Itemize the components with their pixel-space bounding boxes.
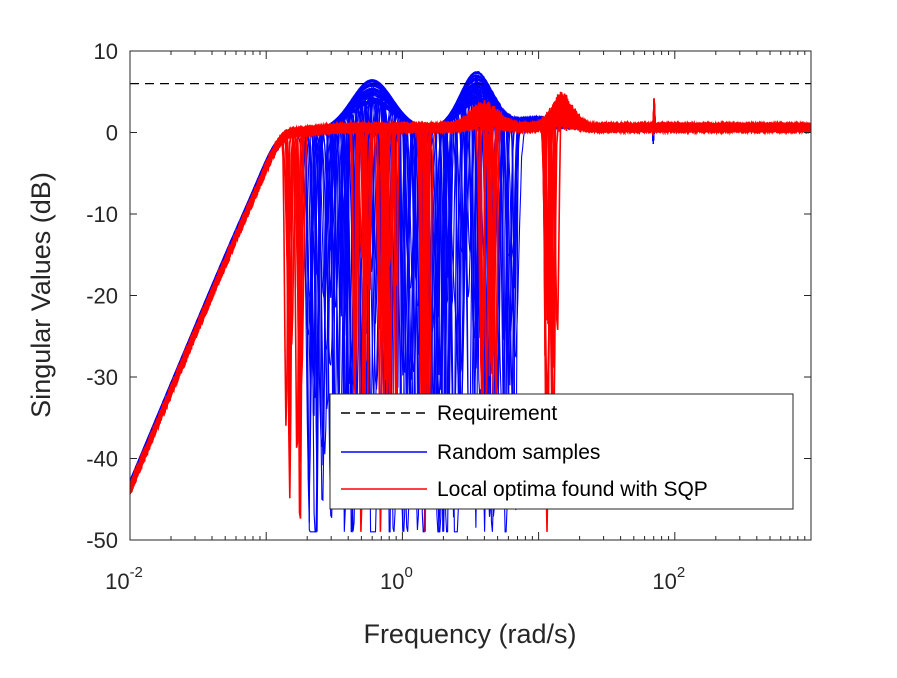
series-layer (130, 71, 811, 533)
y-tick-label: -20 (86, 284, 118, 309)
x-tick-label: 100 (380, 564, 413, 594)
y-axis-label: Singular Values (dB) (26, 172, 56, 418)
y-tick-label: -30 (86, 365, 118, 390)
legend: Requirement Random samples Local optima … (329, 393, 794, 510)
y-tick-label: -50 (86, 528, 118, 553)
y-tick-label: -10 (86, 202, 118, 227)
legend-label-requirement: Requirement (437, 402, 557, 425)
ticks (129, 50, 811, 541)
y-tick-label: -40 (86, 447, 118, 472)
local-optimum-curve (130, 91, 811, 532)
legend-label-local-optima: Local optima found with SQP (437, 478, 708, 501)
y-tick-label: 0 (106, 121, 118, 146)
y-tick-label: 10 (94, 39, 118, 64)
legend-label-random-samples: Random samples (437, 441, 600, 464)
x-axis-label: Frequency (rad/s) (363, 619, 576, 649)
